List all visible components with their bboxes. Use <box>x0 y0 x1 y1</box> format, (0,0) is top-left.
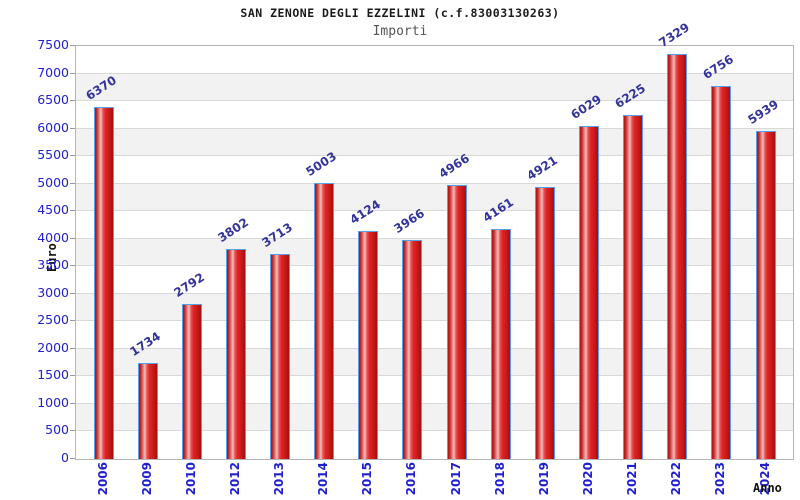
y-tick-label: 5500 <box>37 147 69 163</box>
y-tick-label: 7000 <box>37 64 69 80</box>
chart-title: SAN ZENONE DEGLI EZZELINI (c.f.830031302… <box>240 6 560 20</box>
y-tick-label: 4000 <box>37 229 69 245</box>
y-tick-mark <box>70 210 75 212</box>
bar-2006 <box>93 107 114 459</box>
y-tick-mark <box>70 320 75 322</box>
y-tick-mark <box>70 155 75 157</box>
y-tick-mark <box>70 402 75 404</box>
bar-2024 <box>755 130 776 459</box>
y-tick-label: 2500 <box>37 312 69 328</box>
x-tick-label: 2016 <box>404 462 419 496</box>
y-tick-mark <box>70 458 75 459</box>
y-tick-label: 7500 <box>37 37 69 52</box>
x-tick-label: 2022 <box>669 462 684 496</box>
bar-2009 <box>137 362 158 459</box>
gridline <box>76 292 793 294</box>
gridline <box>76 237 793 239</box>
gridline <box>76 127 793 129</box>
bar-2020 <box>578 126 599 459</box>
bar-2018 <box>490 228 511 459</box>
gridline <box>76 100 793 102</box>
y-tick-label: 500 <box>45 422 69 438</box>
y-tick-label: 4500 <box>37 202 69 218</box>
x-tick-label: 2012 <box>227 462 242 496</box>
y-tick-label: 3500 <box>37 257 69 273</box>
bar-2013 <box>270 253 291 459</box>
y-tick-mark <box>70 375 75 377</box>
bar-value-label: 5939 <box>744 97 781 127</box>
y-tick-label: 6000 <box>37 119 69 135</box>
x-tick-label: 2006 <box>95 462 110 496</box>
bar-2017 <box>446 184 467 459</box>
y-tick-label: 3000 <box>37 284 69 300</box>
bar-2021 <box>623 115 644 459</box>
y-tick-mark <box>70 292 75 294</box>
y-tick-mark <box>70 182 75 184</box>
plot-area: 6370 1734 2792 3802 3713 5003 4124 3966 4966 4161… <box>75 20 794 460</box>
x-tick-label: 2020 <box>580 462 595 496</box>
gridline <box>76 320 793 322</box>
gridline <box>76 402 793 404</box>
x-tick-label: 2017 <box>448 462 463 496</box>
gridline <box>76 430 793 432</box>
y-tick-label: 5000 <box>37 174 69 190</box>
bar-2019 <box>534 187 555 459</box>
y-tick-mark <box>70 265 75 267</box>
gridline <box>76 72 793 74</box>
gridline <box>76 155 793 157</box>
x-tick-label: 2013 <box>272 462 287 496</box>
bar-2016 <box>402 239 423 459</box>
gridline <box>76 265 793 267</box>
y-tick-mark <box>70 127 75 129</box>
y-tick-mark <box>70 72 75 74</box>
bar-2012 <box>225 248 246 459</box>
bar-2014 <box>314 182 335 459</box>
gridline <box>76 375 793 377</box>
x-tick-label: 2015 <box>360 462 375 496</box>
y-tick-mark <box>70 347 75 349</box>
y-tick-mark <box>70 430 75 432</box>
bar-2023 <box>711 85 732 459</box>
x-tick-label: 2021 <box>625 462 640 496</box>
x-tick-label: 2009 <box>139 462 154 496</box>
bar-value-label: 4921 <box>524 153 560 184</box>
x-tick-label: 2010 <box>183 462 198 496</box>
x-tick-label: 2018 <box>492 462 507 496</box>
y-tick-label: 2000 <box>37 339 69 355</box>
x-tick-label: 2014 <box>316 462 331 496</box>
y-tick-mark <box>70 45 75 46</box>
y-tick-label: 6500 <box>37 92 69 108</box>
x-tick-label: 2023 <box>713 462 728 496</box>
gridline <box>76 210 793 212</box>
bar-2015 <box>358 230 379 459</box>
bar-2022 <box>667 54 688 459</box>
y-tick-label: 1000 <box>37 394 69 410</box>
bar-2010 <box>181 304 202 459</box>
y-tick-label: 0 <box>61 450 69 465</box>
x-axis-title: Anno <box>753 481 782 495</box>
gridline <box>76 182 793 184</box>
y-tick-mark <box>70 237 75 239</box>
gridline <box>76 347 793 349</box>
y-tick-label: 1500 <box>37 367 69 383</box>
x-tick-label: 2019 <box>536 462 551 496</box>
chart-subtitle: Importi <box>372 24 428 39</box>
y-tick-mark <box>70 100 75 102</box>
